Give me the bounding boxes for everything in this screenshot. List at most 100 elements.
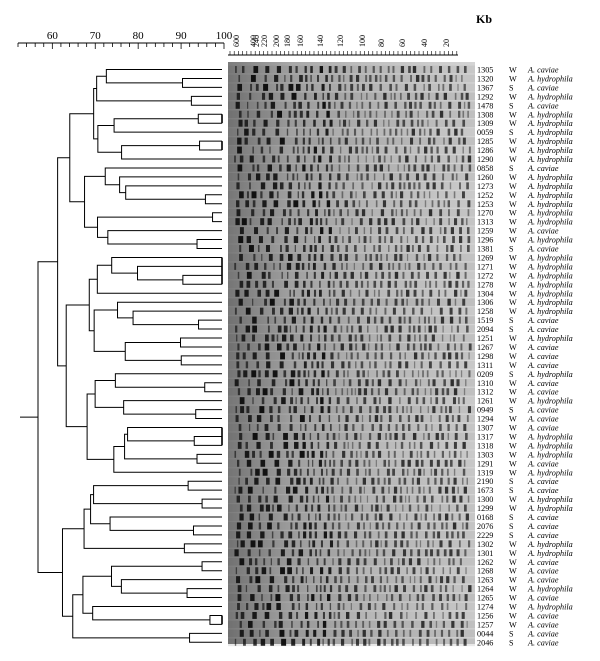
gel-band (365, 74, 368, 82)
gel-band (306, 289, 310, 297)
gel-band (380, 343, 383, 351)
isolate-row: 1309 W A. hydrophila (477, 119, 573, 128)
isolate-source: W (509, 450, 517, 459)
gel-band (287, 567, 292, 575)
gel-band (445, 191, 448, 199)
gel-band (316, 110, 319, 118)
gel-band (436, 549, 440, 557)
gel-band (325, 218, 328, 226)
gel-band (353, 298, 356, 306)
gel-band (365, 200, 368, 208)
gel-band (236, 200, 240, 208)
isolate-source: W (509, 236, 517, 245)
gel-band (424, 334, 427, 342)
gel-band (307, 594, 309, 602)
gel-lane (228, 181, 475, 190)
gel-band (358, 388, 362, 396)
isolate-id: 1264 (477, 585, 493, 594)
gel-band (318, 477, 321, 485)
isolate-species: A. caviae (527, 325, 559, 334)
gel-band (313, 271, 316, 279)
gel-band (355, 415, 359, 423)
gel-band (387, 280, 391, 288)
gel-band (238, 119, 243, 127)
gel-band (377, 594, 379, 602)
dendrogram-tree (20, 69, 223, 643)
dendrogram-branch (65, 304, 90, 428)
isolate-species: A. caviae (527, 101, 559, 110)
gel-band (460, 629, 464, 637)
isolate-row: 1270 W A. hydrophila (477, 209, 573, 218)
gel-band (378, 236, 382, 244)
gel-band (235, 218, 240, 226)
gel-band (307, 585, 309, 593)
gel-band (424, 155, 427, 163)
gel-band (326, 191, 329, 199)
gel-band (402, 638, 405, 646)
gel-band (252, 298, 254, 306)
gel-band (406, 513, 408, 521)
gel-band (395, 191, 397, 199)
gel-band (265, 245, 270, 252)
gel-band (339, 227, 341, 235)
dendrogram-branch (187, 480, 222, 491)
gel-band (256, 101, 259, 109)
gel-band (388, 459, 390, 467)
gel-band (371, 424, 374, 431)
gel-band (419, 101, 422, 109)
gel-band (340, 101, 344, 109)
gel-band (262, 155, 266, 163)
gel-band (321, 83, 325, 91)
similarity-tick-label: 90 (176, 30, 188, 42)
gel-band (326, 200, 331, 208)
gel-band (417, 271, 420, 279)
gel-band (319, 173, 322, 181)
gel-band (363, 558, 367, 566)
gel-band (355, 137, 358, 145)
gel-band (398, 182, 402, 190)
gel-band (427, 253, 432, 261)
gel-band (431, 603, 434, 610)
gel-band (436, 370, 439, 378)
gel-band (455, 173, 458, 181)
gel-band (339, 280, 343, 288)
isolate-id: 1519 (477, 316, 493, 325)
isolate-source: W (509, 603, 517, 612)
gel-band (273, 397, 277, 405)
gel-band (390, 155, 392, 163)
gel-lane (228, 566, 475, 575)
gel-band (400, 191, 404, 199)
gel-band (302, 325, 305, 333)
gel-band (436, 128, 440, 136)
gel-band (277, 406, 281, 414)
gel-band (317, 379, 320, 387)
gel-band (379, 164, 384, 172)
gel-band (340, 576, 343, 584)
gel-band (235, 567, 238, 575)
gel-band (268, 271, 271, 279)
gel-band (349, 289, 352, 297)
gel-band (303, 531, 307, 539)
isolate-id: 1258 (477, 307, 493, 316)
isolate-source: S (509, 629, 514, 638)
gel-band (434, 468, 438, 476)
gel-band (463, 101, 466, 109)
gel-lane (228, 155, 475, 163)
gel-band (305, 74, 308, 82)
isolate-species: A. caviae (527, 620, 559, 629)
isolate-id: 0059 (477, 128, 493, 137)
gel-band (294, 271, 299, 279)
gel-band (354, 388, 356, 396)
gel-band (455, 155, 458, 163)
gel-band (447, 432, 450, 440)
gel-lane (228, 423, 475, 432)
gel-band (466, 325, 469, 333)
gel-band (452, 397, 456, 405)
gel-band (384, 307, 387, 315)
gel-band (443, 549, 447, 557)
gel-band (321, 361, 324, 369)
gel-band (380, 352, 384, 360)
isolate-row: 1285 W A. hydrophila (477, 137, 573, 146)
gel-band (319, 594, 322, 602)
gel-band (249, 182, 251, 190)
